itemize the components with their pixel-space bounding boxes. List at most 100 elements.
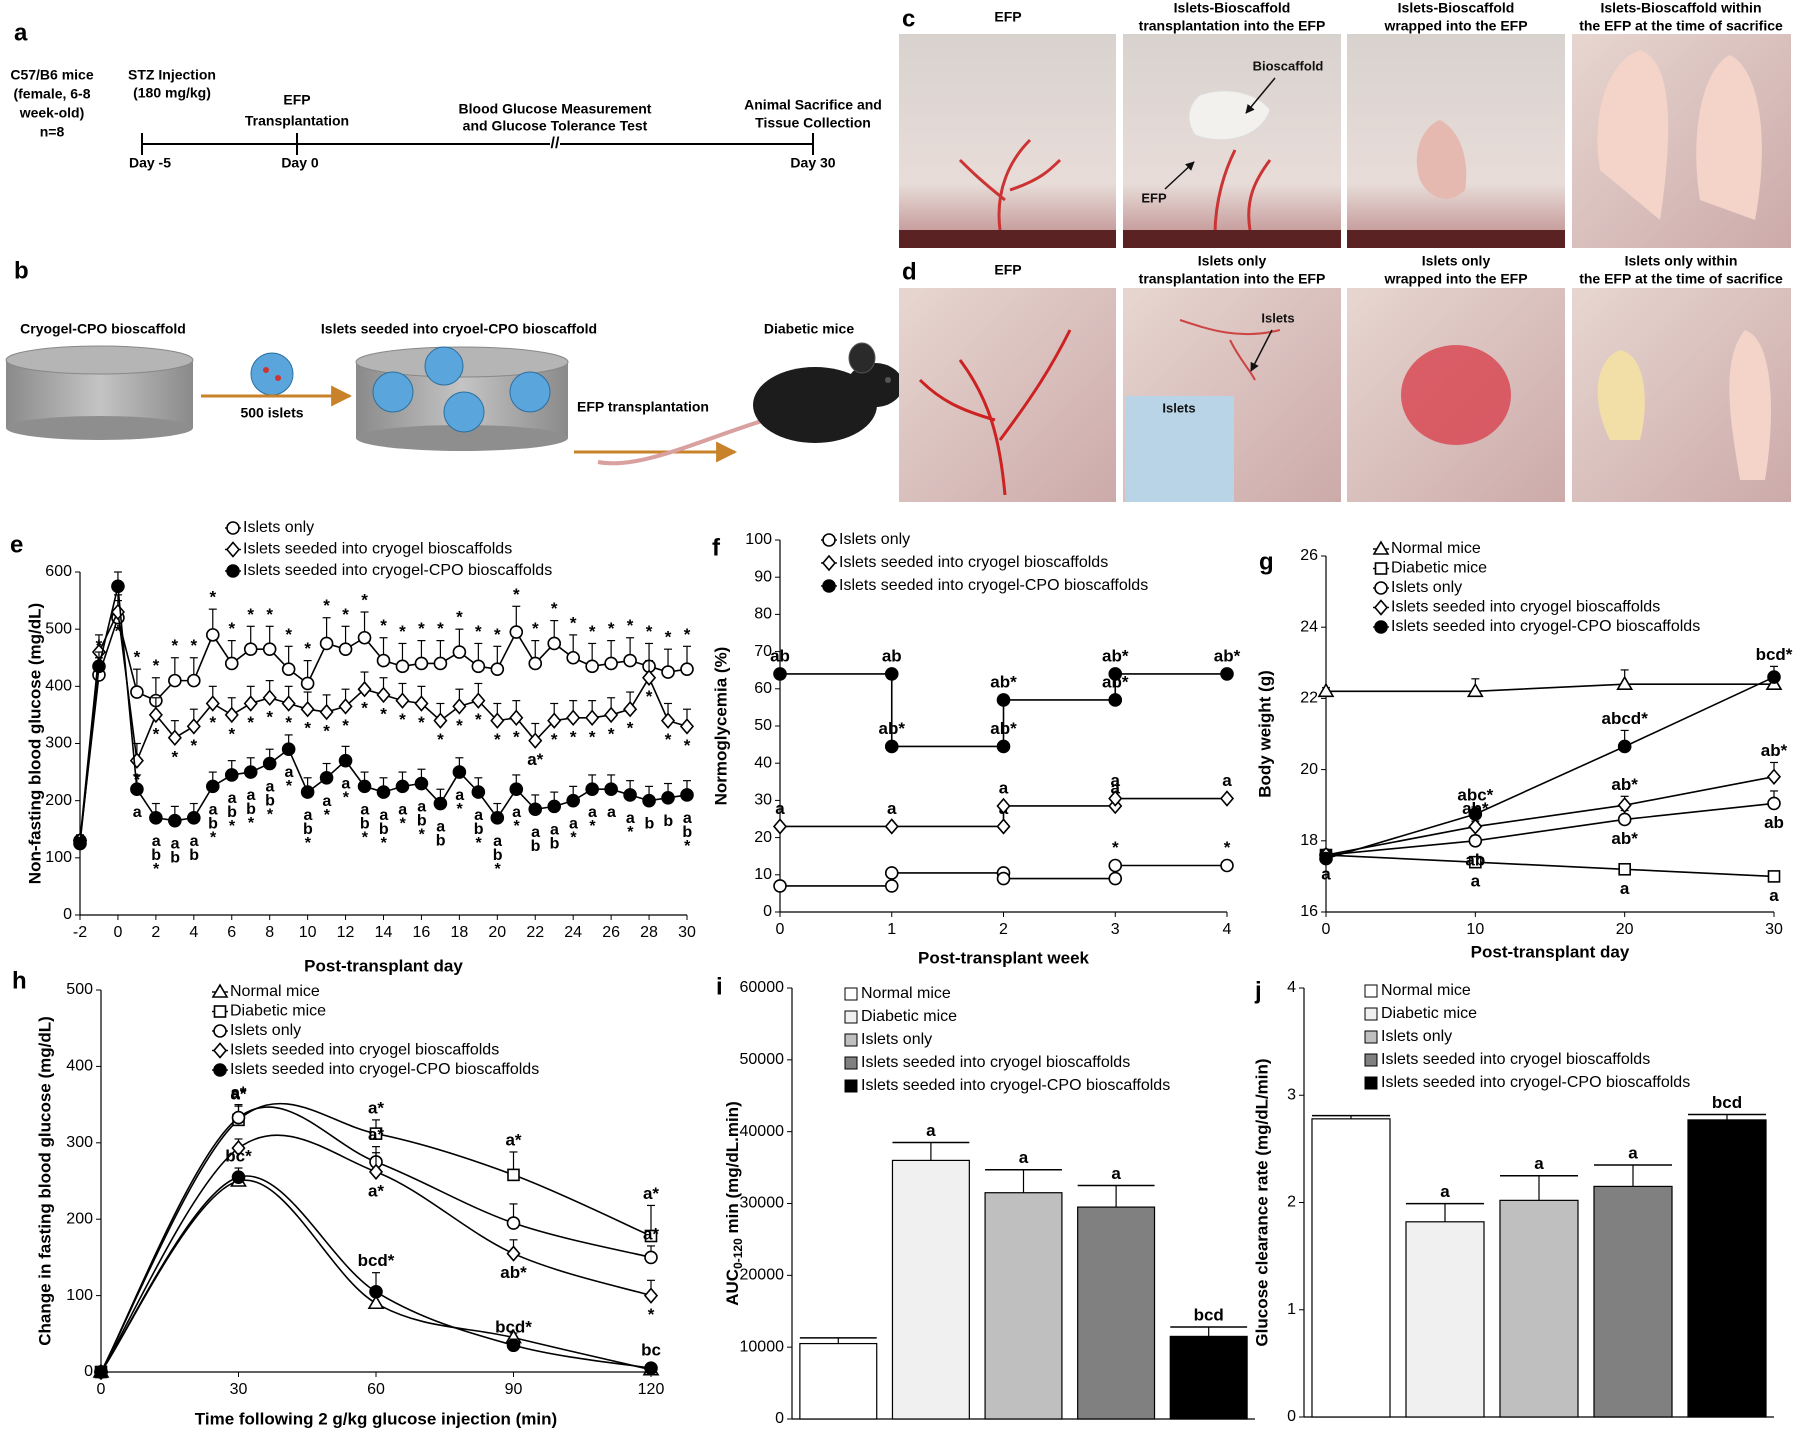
islet-icon — [424, 346, 464, 386]
data-point — [1108, 667, 1123, 681]
data-point — [644, 1229, 658, 1243]
islet-icon — [443, 391, 485, 433]
data-point — [1468, 833, 1483, 848]
significance-label: a* — [508, 804, 525, 832]
x-tick-label: 10 — [1466, 921, 1484, 938]
photo-caption: Islets only — [1422, 253, 1491, 269]
data-point — [566, 709, 581, 727]
y-tick-label: 200 — [45, 792, 72, 809]
significance-label: * — [494, 730, 501, 749]
y-tick-label: 2 — [1287, 1194, 1296, 1211]
legend-marker — [822, 533, 836, 547]
x-tick-label: 6 — [227, 924, 236, 941]
data-point — [644, 1361, 658, 1375]
y-tick-label: 0 — [84, 1363, 93, 1380]
data-point — [884, 667, 899, 681]
photo-detail — [1188, 90, 1271, 141]
y-tick-label: 0 — [1287, 1408, 1296, 1425]
data-point — [506, 1216, 521, 1230]
significance-label: ab* — [261, 779, 278, 821]
panel-d: d EFP Islets only transplantation into t… — [899, 253, 1791, 502]
data-point — [1766, 768, 1782, 785]
significance-label: bcd* — [1756, 645, 1793, 664]
significance-label: * — [266, 605, 273, 624]
y-tick-label: 300 — [45, 735, 72, 752]
y-tick-label: 80 — [754, 606, 772, 623]
significance-label: a* — [451, 787, 468, 815]
data-point — [338, 642, 353, 656]
x-axis-label: Post-transplant week — [918, 948, 1090, 967]
data-point — [996, 818, 1011, 835]
significance-label: bcd* — [358, 1251, 395, 1270]
data-point — [376, 653, 391, 668]
timeline-text: EFP — [283, 92, 310, 108]
data-point — [168, 673, 182, 688]
diagram-text: Cryogel-CPO bioscaffold — [20, 321, 186, 337]
significance-label: * — [665, 628, 672, 647]
data-point — [368, 1163, 384, 1181]
y-tick-label: 200 — [66, 1210, 93, 1227]
significance-label: bcd* — [495, 1318, 532, 1337]
significance-label: * — [627, 719, 634, 738]
significance-label: * — [570, 727, 577, 746]
significance-label: * — [684, 625, 691, 644]
data-point — [205, 695, 220, 712]
data-point — [471, 785, 486, 799]
data-point — [148, 706, 163, 724]
significance-label: * — [513, 727, 520, 746]
panel-a: a C57/B6 mice (female, 6-8 week-old) n=8… — [10, 19, 882, 170]
data-point — [243, 695, 258, 712]
data-point — [300, 785, 315, 799]
photo — [899, 34, 1116, 248]
legend-label: Islets only — [861, 1031, 932, 1048]
photo-caption: transplantation into the EFP — [1139, 18, 1326, 34]
data-point — [73, 836, 87, 851]
data-point — [452, 645, 467, 659]
significance-label: ab* — [470, 807, 487, 849]
data-point — [773, 667, 787, 681]
significance-label: * — [648, 1305, 655, 1324]
significance-label: * — [418, 713, 425, 732]
significance-label: ab* — [1102, 646, 1129, 665]
y-tick-label: 100 — [45, 849, 72, 866]
significance-label: a — [1620, 879, 1630, 898]
data-point — [1617, 812, 1632, 827]
significance-label: a — [1471, 872, 1481, 891]
data-point — [996, 871, 1011, 886]
significance-label: * — [228, 724, 235, 743]
x-axis-label: Post-transplant day — [304, 956, 463, 975]
significance-label: a* — [643, 1224, 659, 1243]
data-point — [884, 866, 899, 880]
data-point — [547, 712, 562, 729]
legend-label: Normal mice — [1381, 982, 1471, 999]
significance-label: a — [999, 778, 1009, 797]
y-tick-label: 20 — [1300, 761, 1318, 778]
significance-label: * — [361, 591, 368, 610]
photo-detail — [1179, 319, 1281, 381]
x-tick-label: 1 — [887, 921, 896, 938]
data-point — [528, 732, 543, 749]
legend-marker — [213, 1005, 227, 1018]
legend-swatch — [1364, 1007, 1378, 1021]
photo-caption: EFP — [994, 262, 1021, 278]
legend-swatch — [1364, 1053, 1378, 1067]
significance-label: a* — [368, 1125, 384, 1144]
legend-label: Islets only — [243, 519, 314, 536]
x-tick-label: 18 — [450, 924, 468, 941]
significance-label: ab* — [679, 810, 696, 852]
scaffold — [6, 416, 193, 440]
significance-label: a — [1440, 1182, 1450, 1201]
data-point — [414, 776, 429, 791]
series-line — [1325, 802, 1775, 856]
panel-label: e — [10, 531, 23, 558]
data-point — [130, 685, 144, 699]
data-point — [660, 712, 676, 729]
panel-label: h — [12, 967, 27, 994]
significance-label: ab* — [990, 719, 1017, 738]
significance-label: ab* — [879, 719, 906, 738]
significance-label: a — [1321, 865, 1331, 884]
timeline-break: // — [551, 135, 560, 152]
series-line — [1326, 683, 1774, 693]
significance-label: * — [589, 727, 596, 746]
y-tick-label: 50 — [754, 717, 772, 734]
